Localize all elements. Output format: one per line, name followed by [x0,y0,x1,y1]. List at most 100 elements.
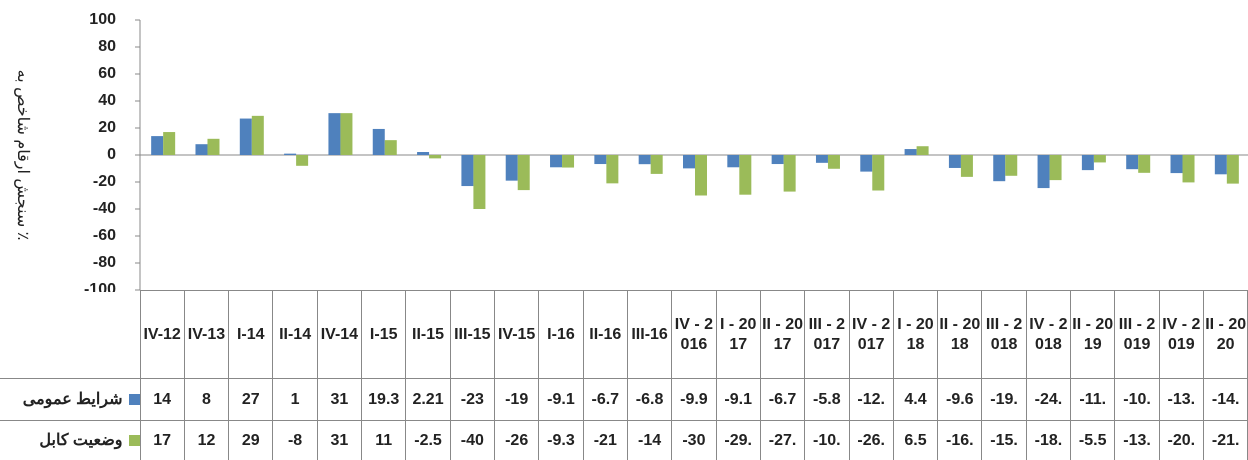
data-label: -19. [981,378,1027,421]
bar [827,155,840,169]
data-label: 14 [139,378,185,421]
data-label: -18. [1025,420,1072,460]
bar [783,155,796,192]
data-label: 31 [316,420,363,460]
data-label: 8 [183,378,230,421]
bar [296,155,309,166]
bar [739,155,752,195]
series-row: شرايط عمومی 14 8 27 1 31 19.3 2.21 -23 -19 -9.1 -6.… [0,378,1248,421]
x-tick-label: II-16 [582,290,628,379]
x-tick-label: I-14 [228,290,274,379]
y-tick-label: -80 [93,254,116,271]
bar [948,155,961,168]
y-tick-label: 60 [98,65,116,82]
data-label: 12 [183,420,230,460]
legend-entry: شرايط عمومی [0,378,141,421]
data-label: -40 [449,420,496,460]
data-label: -19 [493,378,540,421]
x-tick-label: I-16 [538,290,584,379]
data-label: -13. [1114,420,1160,460]
x-tick-label: I - 2018 [892,290,939,379]
plot: سنجش ارقام شاخص به ٪ 100 80 60 40 20 0 -20 -40 -… [14,11,1248,292]
legend-swatch [128,434,139,446]
bar [904,149,917,155]
bar [695,155,707,196]
data-label: -9.1 [715,378,761,421]
data-label: -6.7 [759,378,806,421]
x-tick-label: II - 2018 [937,290,983,379]
data-label: -20. [1158,420,1205,460]
bar [550,155,563,168]
x-tick-label: IV-15 [493,290,540,379]
bar [860,155,873,172]
bar [916,146,929,155]
bar [517,155,530,191]
x-tick-label: II-15 [405,290,451,379]
bar [384,140,397,155]
x-tick-label: IV - 2017 [848,290,894,379]
y-tick-label: 100 [89,11,116,28]
x-tick-label: I - 2017 [715,290,761,379]
bar [461,155,474,187]
data-label: -24. [1025,378,1072,421]
bar [473,155,486,209]
legend-entry: وضعيت كابل [0,420,141,460]
bar [562,155,575,168]
y-axis-title: سنجش ارقام شاخص به ٪ [14,70,31,241]
bar [251,115,264,155]
x-tick-label: IV - 2018 [1025,290,1072,379]
data-label: -8 [272,420,318,460]
bar [1093,155,1106,163]
data-label: 31 [316,378,363,421]
data-label: -27. [759,420,806,460]
y-tick-label: -100 [84,281,116,292]
data-label: -5.8 [804,378,850,421]
data-label: 6.5 [892,420,939,460]
bar [771,155,784,165]
bar [960,155,973,177]
bar [1138,155,1151,173]
data-label: -10. [1114,378,1160,421]
x-tick-label: III - 2017 [804,290,850,379]
data-label: -23 [449,378,496,421]
data-label: -21 [582,420,628,460]
bar [1214,155,1227,175]
x-tick-label: II - 2020 [1202,290,1248,379]
bar [815,155,828,163]
data-label: -29. [715,420,761,460]
bar [1037,155,1050,189]
x-tick-label: II-14 [272,290,318,379]
data-label: -5.5 [1070,420,1116,460]
y-tick-label: -60 [93,227,116,244]
bar [1170,155,1183,174]
bar [872,155,885,191]
bar [1182,155,1195,183]
bar [606,155,619,184]
series-row: وضعيت كابل 17 12 29 -8 31 11 -2.5 -40 -26 -9.3 -21-… [0,420,1248,460]
data-label: -26 [493,420,540,460]
y-tick-label: 80 [98,38,116,55]
bar [638,155,651,165]
data-label: -21. [1202,420,1248,460]
bar [284,153,297,155]
y-tick-label: 40 [98,92,116,109]
x-tick-label: III - 2019 [1114,290,1160,379]
data-label: 2.21 [405,378,451,421]
data-label: -13. [1158,378,1205,421]
bar [1226,155,1239,184]
bar [328,113,341,155]
data-label: 11 [361,420,407,460]
data-label: -6.7 [582,378,628,421]
data-label: 27 [228,378,274,421]
data-label: -14. [1202,378,1248,421]
x-tick-label: IV - 2016 [671,290,717,379]
data-label: -12. [848,378,894,421]
bar [1005,155,1018,176]
bar [417,152,430,155]
data-label: 19.3 [361,378,407,421]
x-tick-label: IV-12 [139,290,185,379]
data-label: -9.3 [538,420,584,460]
y-tick-label: 0 [107,146,116,163]
y-tick-label: -40 [93,200,116,217]
data-table: IV-12 IV-13 I-14 II-14 IV-14 I-15 II-15 III-15 I… [0,290,1248,460]
